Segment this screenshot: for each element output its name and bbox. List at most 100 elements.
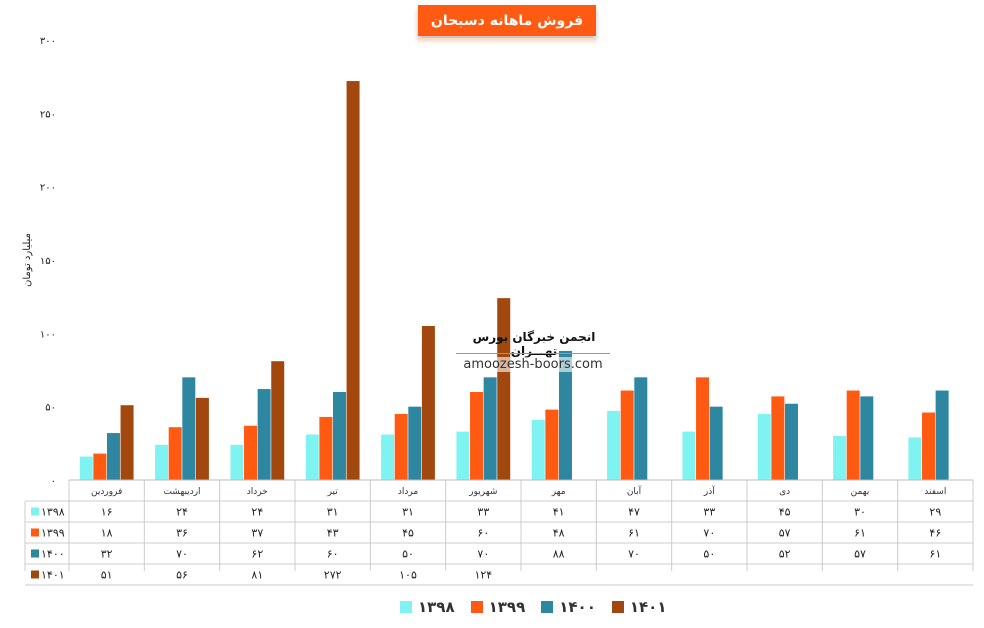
table-series-swatch [31,570,39,579]
data-label: ۶۰ [327,548,339,561]
legend-item: ۱۳۹۸ [400,598,455,616]
data-label: ۳۲ [101,548,113,561]
legend-swatch [470,601,483,613]
data-label: ۲۷۲ [324,569,342,582]
bar [230,444,244,480]
bar [922,412,936,480]
category-label: اردیبهشت [163,487,200,497]
category-label: خرداد [247,487,268,497]
data-label: ۶۱ [628,527,640,540]
bar [408,406,422,480]
bar [935,390,949,480]
data-label: ۱۰۵ [399,569,417,582]
bar [784,403,798,480]
category-label: مهر [551,487,566,497]
bar [79,456,93,480]
category-label: اسفند [924,487,946,497]
category-label: آذر [703,485,715,497]
bar [757,414,771,480]
bar [558,350,572,480]
category-label: شهریور [468,487,497,497]
bar [545,409,559,480]
legend-label: ۱۳۹۹ [488,598,526,616]
data-label: ۲۴ [176,506,188,519]
bar [381,434,395,480]
y-axis-label: میلیارد تومان [22,233,33,287]
legend-swatch [400,601,412,613]
bar [244,425,258,480]
bar [456,431,470,480]
data-label: ۷۰ [628,548,640,561]
data-label: ۳۳ [703,506,715,519]
bar [696,377,710,480]
data-label: ۴۵ [402,527,414,540]
legend-swatch [611,601,624,613]
bar [470,392,484,480]
data-label: ۲۹ [929,506,941,519]
data-label: ۳۶ [176,527,188,540]
table-series-swatch [31,549,39,558]
bar [709,406,723,480]
data-label: ۸۸ [553,548,565,561]
legend-label: ۱۴۰۱ [629,598,667,616]
bar [846,390,860,480]
data-label: ۳۰ [854,506,866,519]
bar [332,392,346,480]
data-label: ۳۳ [477,506,489,519]
data-label: ۵۰ [402,548,414,561]
bar [497,298,511,480]
category-label: فروردین [91,487,122,497]
bar [833,436,847,480]
data-label: ۴۶ [929,527,941,540]
watermark-url: amoozesh-boors.com [456,357,610,372]
data-label: ۷۰ [176,548,188,561]
bar [106,433,120,480]
bar [195,397,209,480]
data-label: ۳۷ [251,527,263,540]
data-label: ۶۱ [929,548,941,561]
y-tick-label: ۳۰۰ [40,36,56,47]
data-label: ۵۶ [176,569,188,582]
table-series-swatch [31,507,39,516]
data-label: ۳۱ [402,506,414,519]
category-label: مرداد [398,487,418,497]
watermark-title: انجمن خبرگان بورس تهـــران [472,330,596,358]
category-label: تیر [327,487,339,497]
bar [682,431,696,480]
bar [305,434,319,480]
y-tick-label: ۲۰۰ [40,183,56,194]
table-series-name: ۱۳۹۸ [41,506,65,519]
bar [120,405,134,480]
category-label: بهمن [851,487,870,497]
bar [908,437,922,480]
data-label: ۲۴ [251,506,263,519]
data-label: ۵۷ [854,548,866,561]
data-label: ۴۳ [327,527,339,540]
category-label: آبان [627,485,642,497]
legend-label: ۱۴۰۰ [559,598,596,616]
watermark-divider [456,353,610,354]
y-tick-label: ۱۵۰ [40,256,56,267]
y-tick-label: ۱۰۰ [40,329,56,340]
y-tick-label: ۲۵۰ [40,109,56,120]
bar [93,453,107,480]
bar [271,361,285,480]
data-label: ۴۱ [553,506,565,519]
data-label: ۶۲ [251,548,263,561]
bar [182,377,196,480]
bar [860,396,874,480]
bar [620,390,634,480]
data-label: ۴۸ [553,527,565,540]
legend-swatch [541,601,554,613]
chart-legend: ۱۳۹۸ ۱۳۹۹ ۱۴۰۰ ۱۴۰۱ [400,596,667,618]
table-series-name: ۱۴۰۰ [41,548,65,561]
bar [394,414,408,480]
data-label: ۷۰ [703,527,715,540]
bar [531,419,545,480]
y-tick-label: ۰ [51,476,56,487]
data-label: ۷۰ [477,548,489,561]
bar [421,326,435,480]
legend-label: ۱۳۹۸ [418,598,455,616]
y-tick-label: ۵۰ [45,403,56,414]
